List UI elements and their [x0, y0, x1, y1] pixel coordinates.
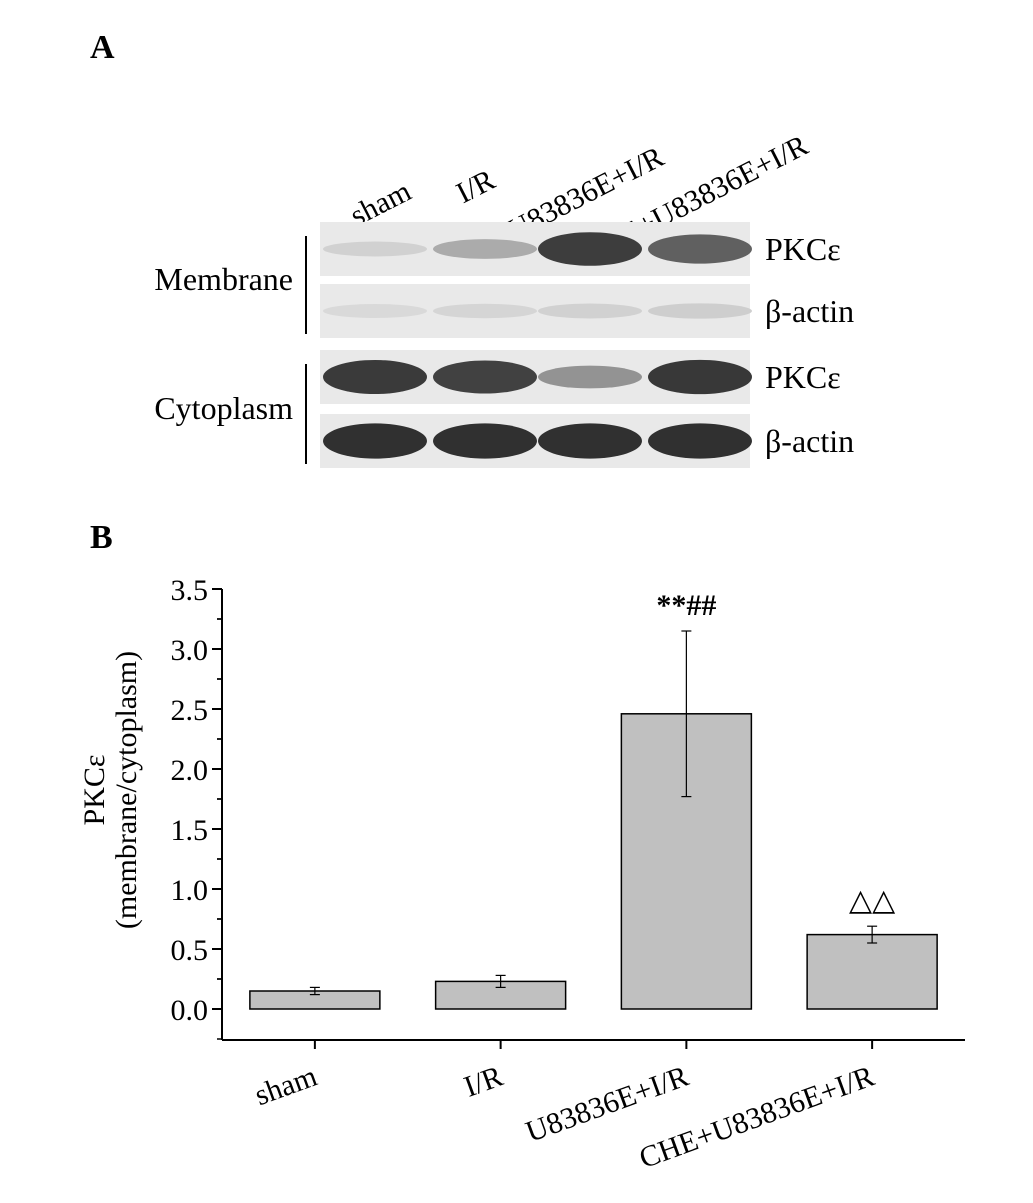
x-tick-label: sham: [250, 1060, 321, 1113]
y-tick-label: 0.0: [171, 994, 209, 1027]
panel-b-label: B: [90, 519, 113, 556]
blot-band: [433, 239, 537, 259]
x-tick-label: I/R: [460, 1060, 507, 1104]
significance-label: △△: [849, 884, 895, 917]
blot-row-label: β-actin: [765, 293, 854, 329]
y-tick-label: 3.5: [171, 574, 209, 607]
y-tick-label: 1.5: [171, 814, 209, 847]
blot-band: [433, 423, 537, 459]
y-tick-label: 1.0: [171, 874, 209, 907]
significance-label: **##: [656, 589, 716, 622]
blot-band: [648, 234, 752, 264]
blot-group-label: Membrane: [154, 261, 293, 297]
y-axis: 0.0 0.5 1.0 1.5 2.0 2.5 3.0 3.5: [171, 574, 223, 1040]
bar: [806, 933, 938, 1010]
blot-row-label: β-actin: [765, 423, 854, 459]
y-tick-label: 0.5: [171, 934, 209, 967]
y-axis-label-line1: PKCε: [78, 755, 111, 826]
y-axis-label-line2: (membrane/cytoplasm): [110, 651, 143, 929]
blot-band: [648, 423, 752, 459]
western-blot: Membrane PKCε β-actin Cytoplasm PKCε β-actin: [154, 222, 854, 468]
blot-row-label: PKCε: [765, 231, 841, 267]
panel-a-label: A: [90, 29, 115, 66]
y-tick-label: 2.5: [171, 694, 209, 727]
bar-chart: 0.00.51.01.52.02.53.03.5 sham I/R U83836E+…: [78, 574, 965, 1175]
blot-band: [538, 423, 642, 459]
blot-band: [538, 303, 642, 319]
blot-band: [323, 423, 427, 459]
blot-row-label: PKCε: [765, 359, 841, 395]
blot-band: [538, 232, 642, 266]
blot-band: [433, 303, 537, 319]
bars: **## △△: [249, 589, 938, 1010]
lane-label: I/R: [451, 163, 500, 210]
y-tick-label: 2.0: [171, 754, 209, 787]
blot-group-label: Cytoplasm: [154, 390, 293, 426]
blot-band: [323, 241, 427, 257]
blot-band: [538, 365, 642, 389]
y-tick-label: 3.0: [171, 634, 209, 667]
blot-band: [648, 359, 752, 395]
blot-band: [323, 304, 427, 318]
blot-band: [433, 360, 537, 394]
blot-band: [323, 359, 427, 395]
blot-band: [648, 303, 752, 319]
